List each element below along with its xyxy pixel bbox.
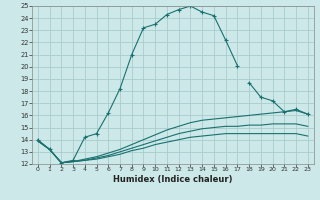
X-axis label: Humidex (Indice chaleur): Humidex (Indice chaleur) [113, 175, 233, 184]
